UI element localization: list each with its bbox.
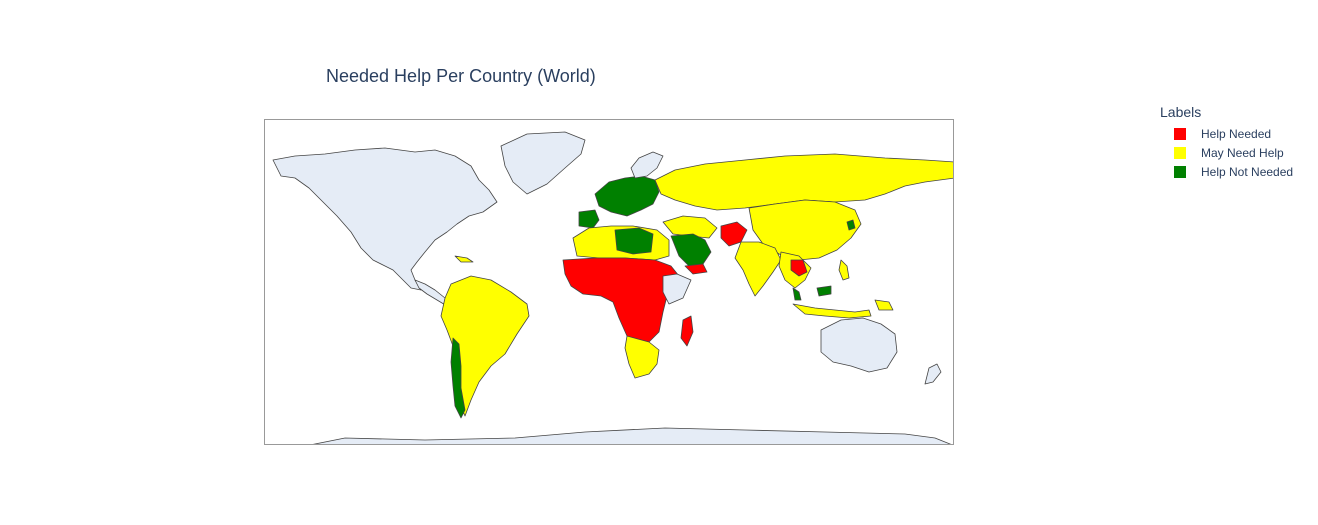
region-horn-of-africa[interactable] (662, 273, 692, 305)
region-south-korea[interactable] (846, 219, 856, 231)
region-middle-east[interactable] (662, 215, 718, 239)
legend-swatch (1174, 165, 1186, 178)
region-greenland[interactable] (500, 131, 586, 195)
region-scandinavia[interactable] (630, 151, 664, 179)
legend-item-help-needed[interactable]: Help Needed (1160, 124, 1293, 143)
legend-label: May Need Help (1201, 145, 1284, 160)
region-png[interactable] (874, 299, 894, 311)
region-spain[interactable] (578, 209, 600, 229)
region-india[interactable] (734, 241, 782, 297)
region-madagascar[interactable] (680, 315, 694, 347)
region-europe[interactable] (594, 175, 660, 217)
region-south-america[interactable] (440, 275, 530, 417)
region-yemen[interactable] (684, 263, 708, 275)
legend-swatch (1174, 127, 1186, 140)
region-caribbean[interactable] (454, 255, 474, 263)
region-chile[interactable] (450, 337, 466, 419)
region-malaysia[interactable] (792, 285, 832, 301)
legend-title: Labels (1160, 104, 1202, 120)
legend: Labels Help Needed May Need Help Help No… (1160, 104, 1293, 181)
region-southern-africa[interactable] (624, 335, 660, 379)
world-map[interactable] (265, 120, 954, 445)
region-antarctica[interactable] (305, 427, 954, 445)
region-new-zealand[interactable] (924, 363, 942, 385)
legend-swatch (1174, 146, 1186, 159)
legend-item-may-need-help[interactable]: May Need Help (1160, 143, 1293, 162)
region-russia[interactable] (654, 153, 954, 211)
region-philippines[interactable] (838, 259, 850, 281)
chart-title: Needed Help Per Country (World) (326, 66, 596, 86)
legend-label: Help Needed (1201, 126, 1272, 141)
region-saudi-arabia[interactable] (670, 233, 712, 267)
region-indonesia[interactable] (792, 303, 872, 319)
legend-label: Help Not Needed (1201, 164, 1294, 179)
region-libya-algeria[interactable] (614, 227, 654, 255)
region-laos-cambodia[interactable] (790, 259, 808, 277)
region-sub-saharan-africa[interactable] (562, 257, 680, 345)
legend-item-help-not-needed[interactable]: Help Not Needed (1160, 162, 1293, 181)
region-north-america[interactable] (272, 147, 498, 291)
region-australia[interactable] (820, 317, 898, 373)
map-plot-area[interactable] (264, 119, 954, 445)
